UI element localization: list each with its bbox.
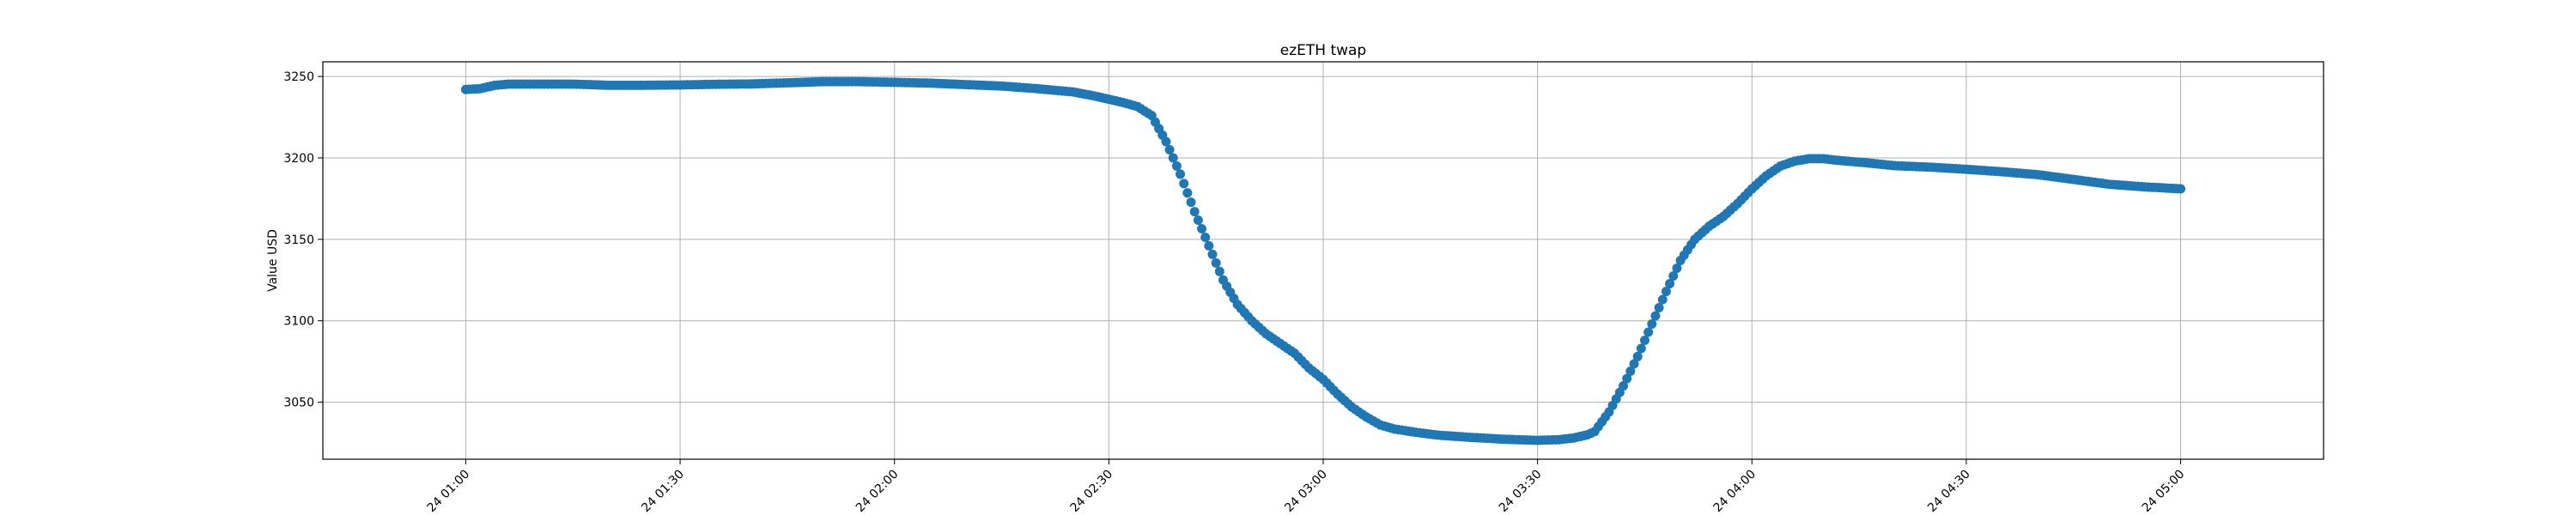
x-tick-label: 24 03:30 — [1497, 468, 1545, 515]
y-axis: 3050 3100 3150 3200 3250 — [283, 70, 323, 410]
data-point — [1668, 271, 1679, 282]
data-point — [1200, 232, 1211, 242]
data-point — [1214, 266, 1224, 276]
data-point — [1161, 136, 1171, 147]
data-point — [1176, 169, 1186, 179]
data-point — [1207, 249, 1218, 259]
data-point — [1211, 258, 1221, 268]
y-tick-label: 3050 — [283, 397, 314, 410]
data-point — [1639, 335, 1649, 345]
data-point — [1661, 287, 1671, 297]
data-point — [1179, 179, 1189, 189]
grid — [323, 62, 2324, 459]
x-axis: 24 01:00 24 01:30 24 02:00 24 02:30 24 03:00… — [425, 459, 2188, 515]
y-tick-label: 3250 — [283, 70, 314, 84]
data-point — [1647, 319, 1657, 329]
data-point — [1636, 343, 1646, 354]
data-point — [1193, 215, 1203, 226]
data-point — [1665, 279, 1675, 289]
data-point — [1632, 351, 1643, 361]
data-point — [1619, 381, 1628, 391]
data-point — [1657, 294, 1668, 305]
data-point — [1204, 240, 1214, 251]
data-point — [1629, 359, 1639, 369]
data-point — [1164, 144, 1175, 154]
data-point — [1186, 197, 1196, 208]
y-tick-label: 3100 — [283, 315, 314, 329]
data-point — [1643, 327, 1654, 337]
data-point — [1654, 303, 1664, 313]
data-point — [1168, 153, 1178, 163]
chart-title: ezETH twap — [1280, 42, 1366, 59]
data-point — [1650, 311, 1661, 321]
x-tick-label: 24 05:00 — [2140, 468, 2188, 515]
x-tick-label: 24 04:30 — [1925, 468, 1973, 515]
data-point — [2176, 184, 2186, 194]
data-point — [1625, 367, 1636, 377]
series-ezeth-twap — [460, 76, 2186, 445]
x-tick-label: 24 02:30 — [1068, 468, 1116, 515]
x-tick-label: 24 01:30 — [639, 468, 687, 515]
data-point — [1171, 161, 1182, 171]
x-tick-label: 24 04:00 — [1711, 468, 1759, 515]
data-point — [1182, 188, 1193, 198]
x-tick-label: 24 02:00 — [854, 468, 902, 515]
x-tick-label: 24 03:00 — [1282, 468, 1330, 515]
y-tick-label: 3150 — [283, 233, 314, 247]
y-axis-label: Value USD — [266, 229, 280, 292]
data-point — [1672, 264, 1682, 274]
data-point — [1197, 224, 1207, 233]
data-point — [1622, 373, 1632, 384]
data-point — [1189, 207, 1200, 217]
y-tick-label: 3200 — [283, 152, 314, 166]
x-tick-label: 24 01:00 — [425, 468, 473, 515]
